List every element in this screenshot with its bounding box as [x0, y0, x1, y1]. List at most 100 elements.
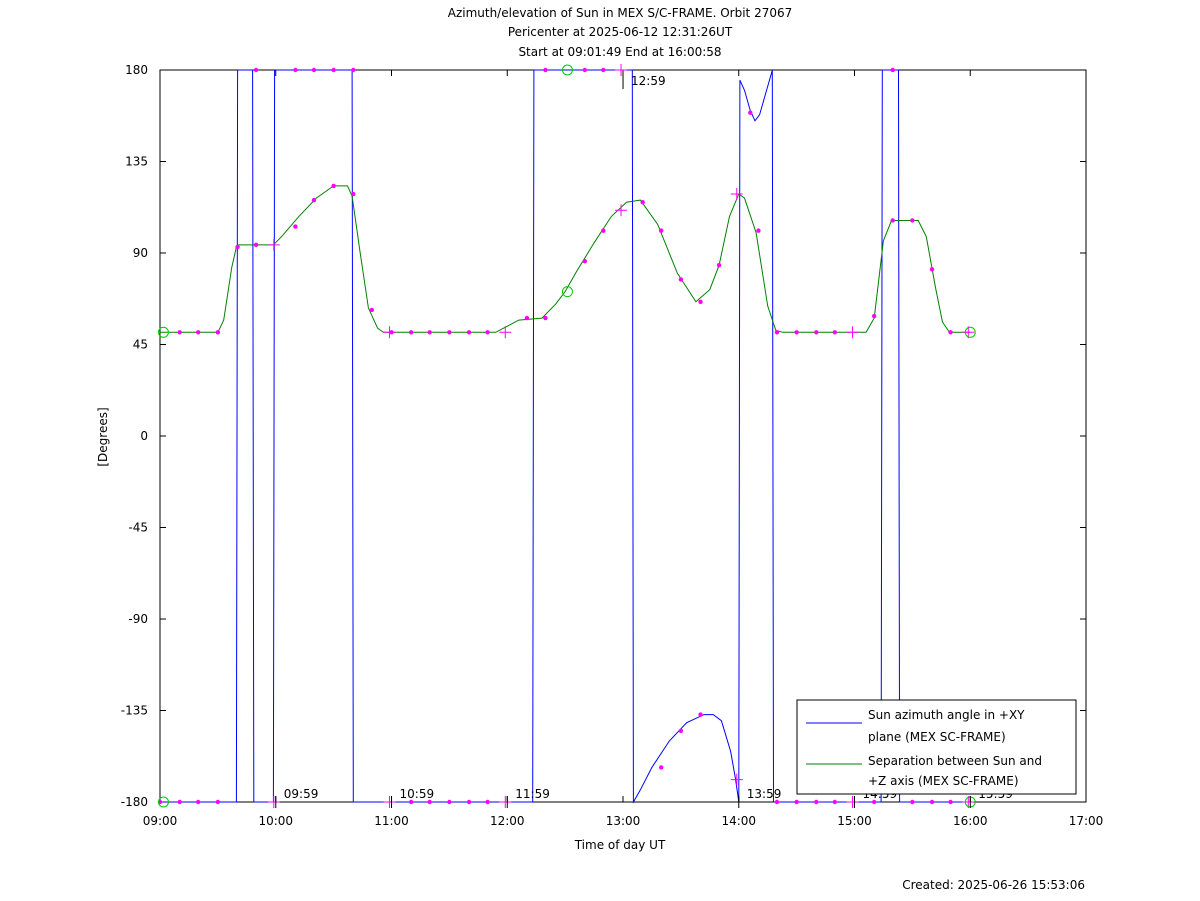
plot-area [159, 69, 1087, 803]
y-tick-label: -135 [121, 704, 148, 718]
marker-dot [293, 67, 298, 73]
chart-title: Azimuth/elevation of Sun in MEX S/C-FRAM… [448, 6, 793, 20]
chart-subtitle-pericenter: Pericenter at 2025-06-12 12:31:26UT [508, 25, 733, 39]
series-layer [160, 69, 971, 804]
x-tick-label: 12:00 [490, 814, 525, 828]
marker-dot [698, 299, 703, 304]
marker-plus [267, 796, 280, 808]
marker-plus [383, 326, 396, 339]
marker-circle [157, 326, 169, 338]
x-tick-label: 14:00 [721, 814, 756, 828]
marker-plus [267, 238, 280, 251]
y-tick-label: 45 [133, 338, 148, 352]
marker-dot [331, 183, 336, 189]
marker-dot [447, 330, 452, 335]
marker-dot [351, 67, 356, 73]
axis-ticks: 09:00 10:00 11:00 12:00 13:00 14:00 15:00 16:00… [121, 63, 1104, 828]
marker-dot [678, 277, 684, 282]
marker-dot [929, 799, 935, 805]
marker-dot [408, 799, 414, 805]
marker-dot [832, 799, 838, 805]
marker-dot [466, 799, 472, 805]
chart-title-block: Azimuth/elevation of Sun in MEX S/C-FRAM… [448, 6, 793, 59]
y-tick-label: -45 [128, 521, 148, 535]
marker-dot [582, 258, 588, 264]
hour-mark-label: 13:59 [747, 787, 782, 801]
marker-dot [447, 799, 452, 805]
marker-plus [730, 773, 743, 786]
marker-dot [910, 218, 915, 223]
marker-layer [157, 64, 976, 808]
x-tick-label: 17:00 [1069, 814, 1104, 828]
marker-dot [311, 67, 317, 73]
marker-dot [774, 799, 780, 805]
y-axis-label: [Degrees] [96, 407, 110, 466]
marker-dot [948, 330, 953, 335]
y-tick-label: 90 [133, 246, 148, 260]
x-tick-label: 11:00 [374, 814, 409, 828]
marker-plus [615, 204, 628, 217]
x-axis-label: Time of day UT [574, 838, 666, 852]
marker-dot [253, 242, 259, 248]
marker-dot [543, 315, 548, 321]
marker-dot [235, 244, 240, 250]
marker-dot [814, 330, 819, 335]
y-tick-label: 135 [125, 155, 148, 169]
x-tick-label: 15:00 [837, 814, 872, 828]
marker-dot [427, 330, 432, 335]
marker-dot [948, 799, 953, 805]
marker-dot [215, 799, 221, 805]
marker-plus [962, 796, 975, 808]
marker-dot [748, 110, 753, 115]
marker-plus [499, 326, 512, 339]
marker-dot [640, 199, 645, 205]
created-timestamp: Created: 2025-06-26 15:53:06 [902, 878, 1085, 892]
plot-frame [159, 69, 1087, 803]
chart-subtitle-start-end: Start at 09:01:49 End at 16:00:58 [518, 45, 721, 59]
marker-dot [890, 218, 895, 223]
marker-dot [427, 799, 432, 805]
marker-dot [215, 330, 221, 335]
marker-dot [794, 330, 799, 335]
marker-dot [774, 330, 780, 335]
marker-plus [615, 64, 628, 76]
marker-dot [601, 228, 606, 233]
marker-plus [499, 796, 512, 808]
marker-dot [814, 799, 819, 805]
legend-box [796, 699, 1077, 795]
legend-label-separation-line-1: Separation between Sun and [868, 754, 1042, 768]
x-tick-label: 09:00 [143, 814, 178, 828]
marker-dot [253, 67, 259, 73]
x-tick-label: 10:00 [258, 814, 293, 828]
marker-dot [351, 191, 356, 197]
marker-dot [832, 330, 838, 335]
marker-dot [177, 330, 182, 335]
marker-dot [871, 799, 877, 805]
hour-mark-label: 11:59 [515, 787, 550, 801]
marker-dot [369, 307, 375, 313]
marker-dot [177, 799, 182, 805]
marker-dot [195, 799, 201, 805]
marker-dot [582, 67, 588, 73]
marker-dot [311, 197, 317, 203]
marker-dot [195, 330, 201, 335]
marker-dot [466, 330, 472, 335]
marker-dot [485, 330, 490, 335]
marker-dot [658, 765, 664, 770]
marker-circle [561, 286, 573, 298]
marker-dot [756, 228, 761, 233]
marker-plus [846, 326, 859, 339]
marker-dot [293, 224, 298, 229]
y-tick-label: -180 [121, 795, 148, 809]
hour-mark-label: 10:59 [400, 787, 435, 801]
legend-label-separation-line-2: +Z axis (MEX SC-FRAME) [868, 774, 1019, 788]
marker-plus [383, 796, 396, 808]
marker-dot [485, 799, 490, 805]
series-line-separation [160, 185, 971, 333]
x-tick-label: 13:00 [606, 814, 641, 828]
marker-circle [561, 64, 573, 76]
marker-dot [871, 313, 877, 319]
marker-dot [408, 330, 414, 335]
marker-dot [524, 315, 530, 321]
